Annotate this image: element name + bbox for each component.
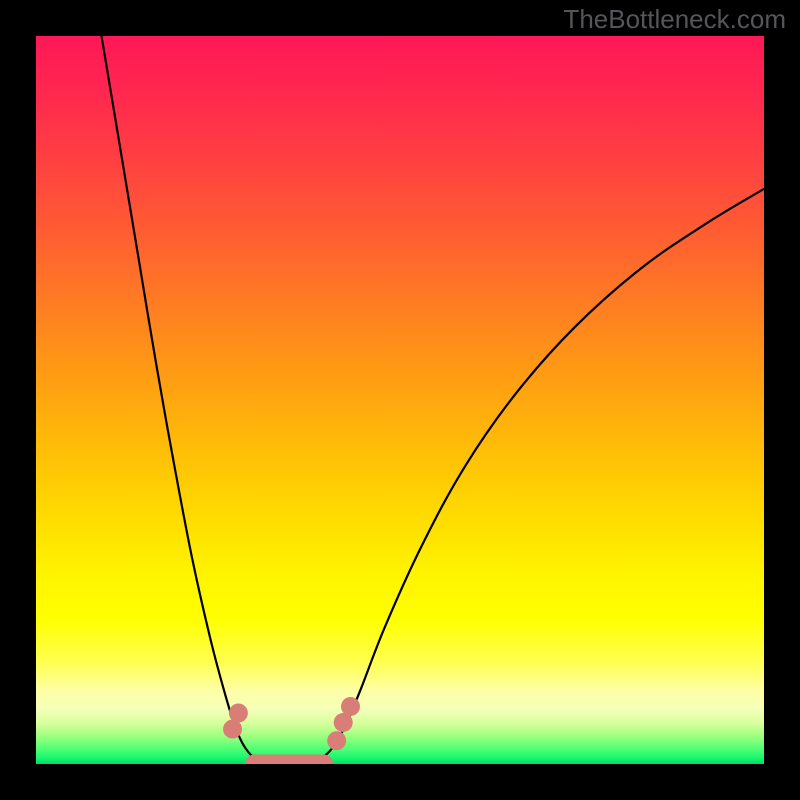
chart-svg — [0, 0, 800, 800]
watermark-text: TheBottleneck.com — [563, 4, 786, 35]
highlight-marker — [327, 731, 346, 750]
chart-root: TheBottleneck.com — [0, 0, 800, 800]
plot-background — [36, 36, 764, 764]
highlight-marker — [341, 697, 360, 716]
highlight-marker — [229, 704, 248, 723]
